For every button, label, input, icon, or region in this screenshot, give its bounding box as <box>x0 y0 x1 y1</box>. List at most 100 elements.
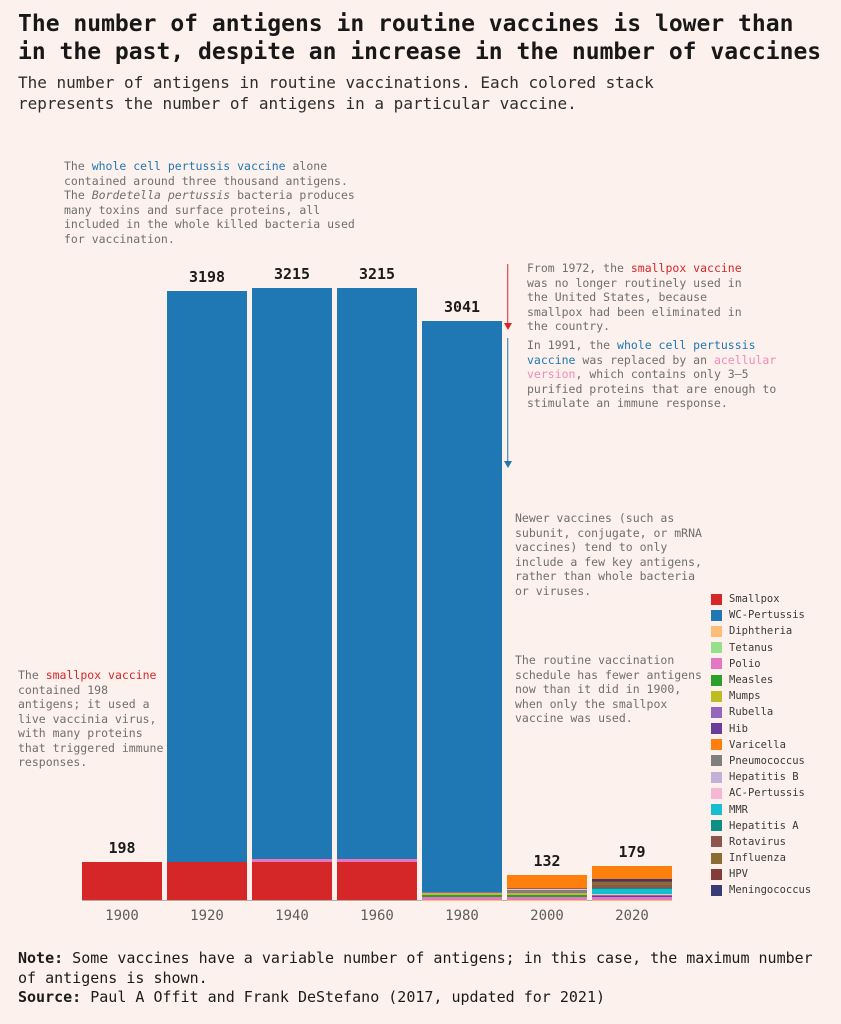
bar-segment-smallpox <box>252 862 332 900</box>
bar-segment-rubella <box>507 892 587 894</box>
legend-swatch <box>711 836 722 848</box>
bar-segment-mumps <box>422 893 502 895</box>
legend-label: Pneumococcus <box>729 754 805 767</box>
bar-segment-polio <box>507 896 587 900</box>
bar-segment-polio <box>252 859 332 862</box>
annotation-whole-cell-pertussis: The whole cell pertussis vaccine alone c… <box>64 159 356 246</box>
legend-item: MMR <box>711 801 811 817</box>
bar-total-label: 3215 <box>358 265 396 283</box>
legend-label: HPV <box>729 868 748 881</box>
legend-swatch <box>711 706 722 718</box>
bar-2000 <box>507 874 587 900</box>
legend-item: Rubella <box>711 704 811 720</box>
bar-segment-ac-pertussis <box>507 889 587 891</box>
x-axis-tick-label: 2020 <box>615 908 649 924</box>
bar-segment-influenza <box>592 882 672 886</box>
annotation-highlight-wc-pertussis: whole cell pertussis vaccine <box>91 159 286 173</box>
legend-item: Meningococcus <box>711 882 811 898</box>
legend-swatch <box>711 642 722 654</box>
annotation-schedule: The routine vaccination schedule has few… <box>515 653 702 725</box>
bar-segment-varicella <box>507 874 587 888</box>
legend-swatch <box>711 593 722 605</box>
legend-swatch <box>711 787 722 799</box>
annotation-acellular-1991: In 1991, the whole cell pertussis vaccin… <box>527 338 779 411</box>
bar-segment-smallpox <box>82 862 162 900</box>
note: Note: Some vaccines have a variable numb… <box>18 949 830 988</box>
source-label: Source: <box>18 988 82 1006</box>
legend-label: Hib <box>729 722 748 735</box>
legend-item: AC-Pertussis <box>711 785 811 801</box>
bar-segment-smallpox <box>167 862 247 900</box>
legend-label: Influenza <box>729 852 786 865</box>
bar-segment-polio <box>337 859 417 862</box>
bar-segment-rubella <box>422 892 502 894</box>
legend-item: Smallpox <box>711 591 811 607</box>
legend-label: Tetanus <box>729 641 774 654</box>
bar-segment-wc-pertussis <box>167 291 247 863</box>
annotation-text: contained 198 antigens; it used a live v… <box>18 682 164 770</box>
bar-1940 <box>252 288 332 900</box>
down-arrow-blue-icon <box>503 338 512 468</box>
legend-swatch <box>711 739 722 751</box>
x-axis-tick-label: 1940 <box>275 908 309 924</box>
x-axis-tick-label: 1960 <box>360 908 394 924</box>
legend-label: Mumps <box>729 690 761 703</box>
bar-segment-wc-pertussis <box>252 288 332 860</box>
bar-total-label: 198 <box>108 839 136 858</box>
legend-item: Polio <box>711 656 811 672</box>
bar-segment-polio <box>422 896 502 900</box>
page-subtitle: The number of antigens in routine vaccin… <box>18 73 654 113</box>
annotation-smallpox-1972: From 1972, the smallpox vaccine was no l… <box>527 261 752 334</box>
legend-item: Rotavirus <box>711 834 811 850</box>
annotation-text: alone contained around three thousand an… <box>64 159 348 202</box>
annotation-highlight-acellular: acellular version <box>527 352 777 382</box>
bar-segment-polio <box>592 896 672 900</box>
source-text: Paul A Offit and Frank DeStefano (2017, … <box>81 988 606 1006</box>
bar-total-label: 132 <box>533 851 561 870</box>
legend-label: Rubella <box>729 706 774 719</box>
bar-segment-rotavirus <box>592 885 672 889</box>
bar-segment-wc-pertussis <box>337 288 417 860</box>
bar-segment-pneumococcus <box>592 894 672 897</box>
legend-label: Meningococcus <box>729 884 812 897</box>
bar-total-label: 3041 <box>443 298 481 317</box>
source: Source: Paul A Offit and Frank DeStefano… <box>18 988 830 1008</box>
bar-total-label: 3198 <box>188 268 226 287</box>
legend-item: WC-Pertussis <box>711 607 811 623</box>
legend-label: Polio <box>729 657 761 670</box>
x-axis-tick-label: 1920 <box>190 908 224 924</box>
legend-label: Measles <box>729 674 774 687</box>
legend-item: Mumps <box>711 688 811 704</box>
annotation-text: The <box>64 159 92 173</box>
x-axis-line <box>82 900 672 901</box>
down-arrow-red-icon <box>503 264 512 330</box>
legend-item: Measles <box>711 672 811 688</box>
legend-label: WC-Pertussis <box>729 609 805 622</box>
annotation-text: , which contains only 3–5 purified prote… <box>527 367 777 410</box>
bar-segment-smallpox <box>337 862 417 900</box>
bar-segment-ac-pertussis <box>592 893 672 895</box>
bar-total-label: 3215 <box>273 265 311 283</box>
bar-segment-mmr <box>592 889 672 894</box>
bar-segment-measles <box>507 894 587 897</box>
legend-swatch <box>711 755 722 767</box>
annotation-text: was replaced by an <box>575 352 714 367</box>
legend-item: Diphtheria <box>711 623 811 639</box>
annotation-highlight-wc-pertussis: whole cell pertussis vaccine <box>527 338 756 367</box>
legend-swatch <box>711 658 722 670</box>
legend-item: Hepatitis B <box>711 769 811 785</box>
x-axis-tick-label: 2000 <box>530 908 564 924</box>
annotation-italic-bordetella: Bordetella pertussis <box>91 188 231 202</box>
annotation-text: bacteria produces many toxins and surfac… <box>64 188 355 246</box>
legend-swatch <box>711 690 722 702</box>
legend-label: Smallpox <box>729 593 780 606</box>
bar-1920 <box>167 291 247 900</box>
legend-item: HPV <box>711 866 811 882</box>
bar-segment-varicella <box>592 865 672 880</box>
legend-label: Rotavirus <box>729 835 786 848</box>
legend-swatch <box>711 820 722 832</box>
legend-label: Hepatitis B <box>729 771 799 784</box>
bar-segment-wc-pertussis <box>422 321 502 893</box>
bar-1900 <box>82 862 162 900</box>
